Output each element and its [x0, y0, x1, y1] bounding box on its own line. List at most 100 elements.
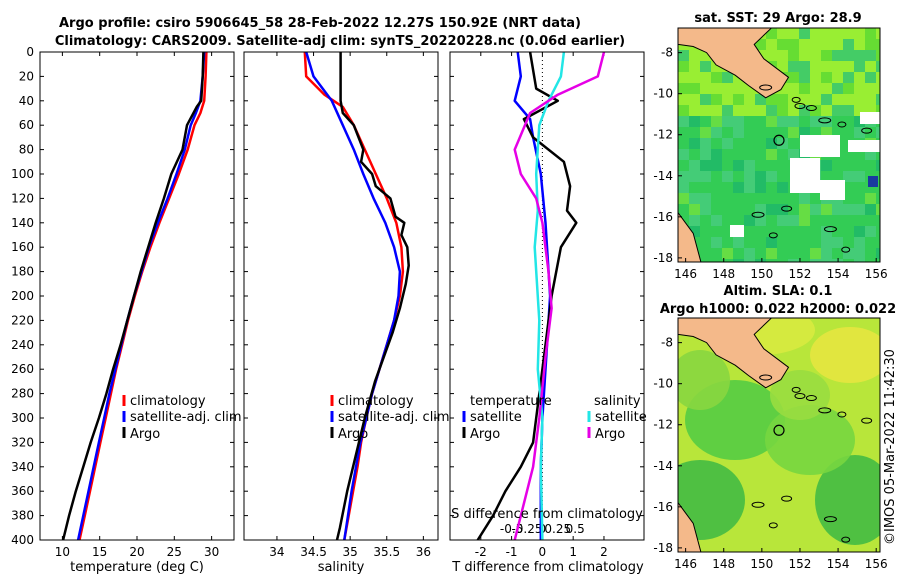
sst-cell	[865, 248, 876, 259]
sst-cell	[876, 50, 880, 61]
sst-cell	[876, 182, 880, 193]
sst-cell	[711, 138, 722, 149]
sst-cell	[788, 237, 799, 248]
sst-cell	[832, 171, 843, 182]
sst-cell	[689, 138, 700, 149]
map-x-tick-label: 146	[674, 267, 697, 281]
sst-cell	[876, 204, 880, 215]
sst-cell	[799, 28, 810, 39]
sst-cell	[865, 28, 876, 39]
sst-cell	[678, 171, 689, 182]
sst-cell	[832, 160, 843, 171]
sst-cell	[700, 138, 711, 149]
series-t-argo-line	[476, 52, 578, 540]
sst-cell	[689, 50, 700, 61]
sst-cell	[700, 248, 711, 259]
watermark: ©IMOS 05-Mar-2022 11:42:30	[883, 349, 898, 545]
sst-cell	[799, 94, 810, 105]
sst-cell	[832, 72, 843, 83]
sst-cell	[810, 248, 821, 259]
sst-cell	[876, 237, 880, 248]
sst-missing-patch	[790, 158, 820, 193]
sst-cell	[843, 204, 854, 215]
legend-climatology-label: climatology	[130, 394, 206, 409]
map-y-tick-label: -10	[653, 87, 673, 101]
sst-cell	[700, 116, 711, 127]
sst-cell	[711, 94, 722, 105]
sla-map: 146 148 150 152 154 156 -8 -10 -12 -14 -16 -18	[653, 317, 888, 571]
sst-cell	[755, 182, 766, 193]
sst-cell	[744, 237, 755, 248]
sla-map-title: Altim. SLA: 0.1	[724, 284, 833, 299]
map-x-tick-label: 148	[712, 557, 735, 571]
sst-cell	[700, 50, 711, 61]
sst-cell	[700, 226, 711, 237]
y-tick-label: 320	[11, 435, 34, 449]
sst-cell	[832, 28, 843, 39]
island-outline	[759, 374, 773, 381]
island-outline	[751, 501, 765, 508]
sst-cell	[788, 116, 799, 127]
sst-cell	[678, 127, 689, 138]
sst-cell	[689, 171, 700, 182]
sla-map-subtitle: Argo h1000: 0.022 h2000: 0.022	[660, 302, 896, 317]
y-tick-label: 380	[11, 509, 34, 523]
sst-cell	[733, 83, 744, 94]
sst-cell	[810, 204, 821, 215]
island-outline	[794, 393, 806, 399]
sst-cell	[766, 248, 777, 259]
sst-cell	[788, 248, 799, 259]
sst-cell	[700, 259, 711, 262]
sst-cell	[832, 248, 843, 259]
sst-cell	[843, 127, 854, 138]
sst-cell	[843, 193, 854, 204]
sst-cell	[821, 259, 832, 262]
y-tick-label: 300	[11, 411, 34, 425]
sst-cell	[766, 94, 777, 105]
sst-cell	[777, 160, 788, 171]
sst-cell	[799, 50, 810, 61]
sst-cell	[744, 215, 755, 226]
island-outline	[794, 103, 806, 109]
sst-cell	[799, 204, 810, 215]
sst-cell	[810, 39, 821, 50]
series-argo-line	[61, 52, 205, 540]
sst-cell	[854, 127, 865, 138]
sst-cell	[777, 215, 788, 226]
sst-cell	[788, 94, 799, 105]
sst-cell	[832, 226, 843, 237]
island-outline	[781, 495, 793, 502]
sst-missing-patch	[860, 112, 880, 124]
sst-cell	[711, 116, 722, 127]
island-outline	[781, 205, 793, 212]
map-x-tick-label: 150	[750, 557, 773, 571]
sst-cell	[766, 182, 777, 193]
sst-cell	[777, 39, 788, 50]
sst-cell	[722, 72, 733, 83]
x-tick-label: 36	[416, 545, 431, 559]
x-tick-label: 0	[539, 545, 547, 559]
sst-cell	[722, 248, 733, 259]
salinity-xlabel: salinity	[318, 560, 365, 575]
y-tick-label: 260	[11, 362, 34, 376]
sst-cell	[733, 149, 744, 160]
sst-cell	[700, 171, 711, 182]
sst-cell	[854, 160, 865, 171]
island-outline	[759, 84, 773, 91]
sst-cell	[722, 215, 733, 226]
sst-cell	[711, 83, 722, 94]
sst-cell	[854, 248, 865, 259]
salinity-plot: 34 34.5 35 35.5 36	[243, 51, 439, 559]
y-tick-label: 340	[11, 460, 34, 474]
sst-cell	[810, 83, 821, 94]
series-satellite-line	[305, 52, 402, 540]
y-tick-label: 220	[11, 313, 34, 327]
sst-cell	[788, 193, 799, 204]
sst-cell	[865, 182, 876, 193]
sst-cell	[733, 116, 744, 127]
sst-cell	[821, 215, 832, 226]
sst-cell	[744, 182, 755, 193]
sst-cell	[689, 160, 700, 171]
sst-cell	[843, 83, 854, 94]
sst-cell	[865, 204, 876, 215]
